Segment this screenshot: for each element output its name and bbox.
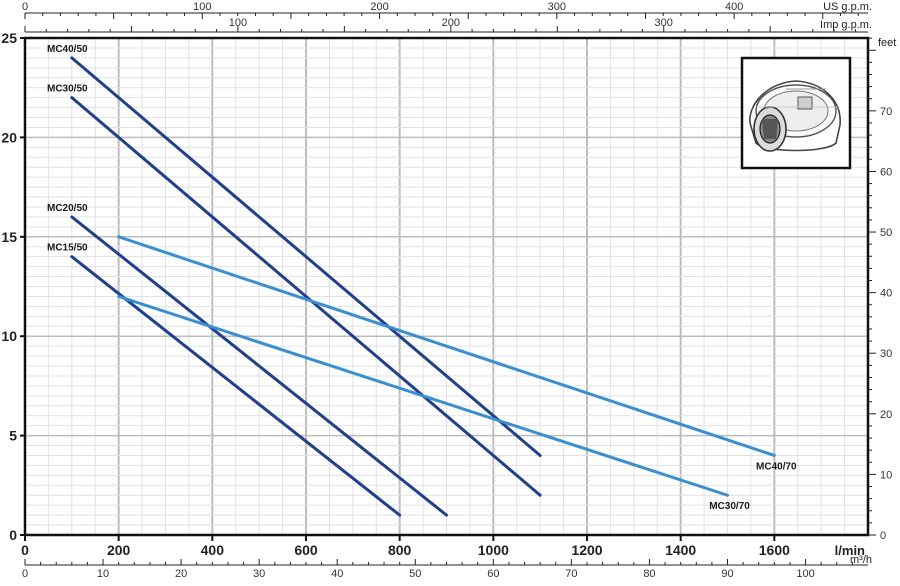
feet-tick-label: 60 (880, 166, 892, 178)
m3h-tick-label: 0 (22, 568, 28, 580)
feet-tick-label: 50 (880, 227, 892, 239)
feet-tick-label: 0 (880, 530, 886, 542)
m3h-tick-label: 90 (721, 568, 733, 580)
m3h-axis-label: m³/h (850, 554, 872, 566)
series-label-mc40-70: MC40/70 (756, 461, 797, 472)
series-line-mc40-70 (117, 235, 776, 457)
us-gpm-tick-label: 400 (725, 1, 743, 13)
us-gpm-tick-label: 300 (548, 1, 566, 13)
y-tick-label: 25 (1, 30, 17, 46)
m3h-tick-label: 70 (565, 568, 577, 580)
series-line-mc30-70 (117, 294, 729, 497)
inset-panel (740, 56, 852, 170)
x-tick-label: 800 (388, 542, 412, 558)
y-tick-label: 10 (1, 328, 17, 344)
us-gpm-tick-label: 0 (22, 1, 28, 13)
m3h-tick-label: 100 (796, 568, 814, 580)
feet-tick-label: 30 (880, 348, 892, 360)
us-gpm-tick-label: 100 (193, 1, 211, 13)
plot-frame (23, 36, 870, 537)
feet-tick-label: 20 (880, 409, 892, 421)
x-tick-label: 1400 (665, 542, 696, 558)
x-tick-label: 1600 (759, 542, 790, 558)
series-line-mc40-50 (70, 56, 542, 457)
us-gpm-axis-label: US g.p.m. (823, 1, 872, 13)
feet-tick-label: 40 (880, 288, 892, 300)
series-label-mc30-70: MC30/70 (709, 501, 750, 512)
m3h-tick-label: 30 (253, 568, 265, 580)
m3h-tick-label: 80 (643, 568, 655, 580)
m3h-tick-label: 60 (487, 568, 499, 580)
series-line-mc20-50 (70, 215, 448, 517)
y-tick-label: 20 (1, 129, 17, 145)
x-tick-label: 0 (21, 542, 29, 558)
m3h-tick-label: 20 (175, 568, 187, 580)
feet-tick-label: 70 (880, 106, 892, 118)
series-label-mc30-50: MC30/50 (47, 84, 88, 95)
imp-gpm-tick-label: 200 (442, 17, 460, 29)
m3h-tick-label: 40 (331, 568, 343, 580)
x-tick-label: 200 (107, 542, 131, 558)
m3h-tick-label: 10 (97, 568, 109, 580)
feet-tick-label: 10 (880, 469, 892, 481)
series-label-mc40-50: MC40/50 (47, 44, 88, 55)
series-layer (70, 56, 776, 517)
m3h-tick-label: 50 (409, 568, 421, 580)
pump-impeller-icon (749, 80, 841, 152)
y-tick-label: 15 (1, 229, 17, 245)
imp-gpm-tick-label: 300 (655, 17, 673, 29)
series-label-mc15-50: MC15/50 (47, 243, 88, 254)
series-label-mc20-50: MC20/50 (47, 203, 88, 214)
x-tick-label: 600 (294, 542, 318, 558)
y-tick-label: 0 (9, 527, 17, 543)
series-line-mc30-50 (70, 96, 542, 497)
x-tick-label: 1200 (571, 542, 602, 558)
imp-gpm-tick-label: 100 (229, 17, 247, 29)
imp-gpm-axis-label: Imp g.p.m. (820, 19, 872, 31)
x-tick-label: 1000 (478, 542, 509, 558)
us-gpm-tick-label: 200 (370, 1, 388, 13)
y-tick-label: 5 (9, 428, 17, 444)
x-tick-label: 400 (201, 542, 225, 558)
label-layer: MC40/50 MC30/50 MC20/50 MC15/50 MC40/70 MC30/… (47, 44, 797, 512)
feet-axis-label: feet (878, 37, 896, 49)
x-unit-label: l/min (835, 543, 865, 558)
